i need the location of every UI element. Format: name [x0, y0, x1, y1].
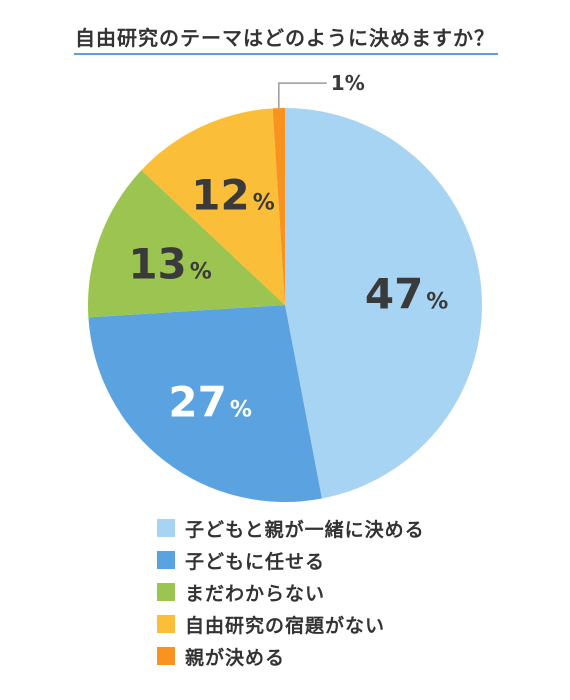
legend-label: 親が決める: [185, 646, 286, 669]
slice-value-label-5: 1%: [331, 71, 365, 95]
legend-label: 子どもに任せる: [185, 550, 326, 573]
legend-item-4: 自由研究の宿題がない: [157, 608, 477, 640]
slice-value-label-4: 12%: [191, 170, 274, 219]
legend-label: まだわからない: [185, 582, 326, 605]
legend-label: 子どもと親が一緒に決める: [185, 518, 425, 541]
legend-swatch: [157, 519, 175, 537]
pie-chart: 47 % 27 % 13 % 12 % 1%: [88, 71, 483, 502]
title-underline: [74, 53, 498, 55]
legend-swatch: [157, 551, 175, 569]
pie-slice-4: [141, 108, 285, 305]
legend-item-1: 子どもと親が一緒に決める: [157, 512, 477, 544]
pie-slice-2: [88, 305, 322, 502]
legend-swatch: [157, 647, 175, 665]
legend-swatch: [157, 615, 175, 633]
slice-value-label-2: 27%: [168, 378, 252, 427]
slice-value-label-3: 13%: [128, 240, 212, 289]
pie-slice-3: [88, 170, 286, 318]
chart-title: 自由研究のテーマはどのように決めますか？: [75, 26, 495, 50]
chart-header: 自由研究のテーマはどのように決めますか？: [0, 0, 570, 60]
legend-swatch: [157, 583, 175, 601]
chart-legend: 子どもと親が一緒に決める 子どもに任せる まだわからない自由研究の宿題がない 親が決め…: [157, 512, 477, 672]
legend-label: 自由研究の宿題がない: [185, 614, 386, 637]
legend-item-3: まだわからない: [157, 576, 477, 608]
pie-slice-1: [285, 108, 483, 499]
slice-value-label-1: 47%: [365, 270, 449, 319]
pie-slice-5: [272, 108, 285, 305]
leader-line-5: [278, 82, 327, 109]
legend-item-5: 親が決める: [157, 640, 477, 672]
legend-item-2: 子どもに任せる: [157, 544, 477, 576]
